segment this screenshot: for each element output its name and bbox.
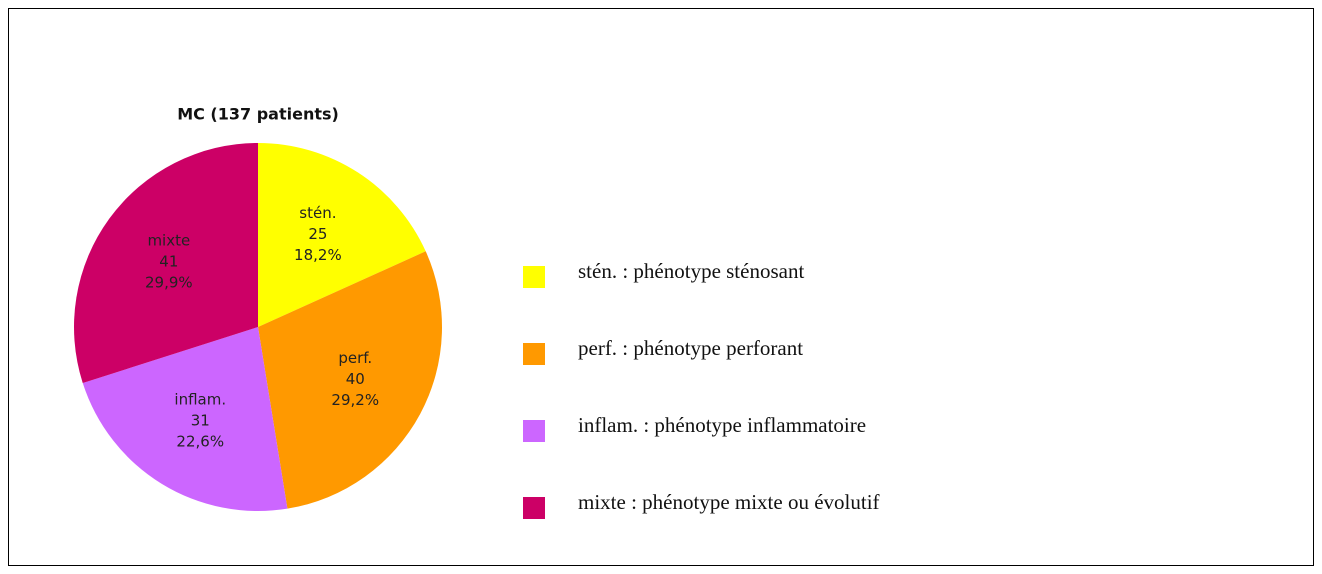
pie-slice	[258, 251, 443, 509]
slice-percentage: 29,2%	[331, 391, 379, 409]
slice-percentage: 18,2%	[294, 246, 342, 264]
legend-label: perf. : phénotype perforant	[578, 336, 803, 360]
slice-value: 40	[346, 370, 365, 388]
legend-swatch	[523, 266, 545, 288]
pie-slice	[82, 327, 288, 511]
slice-value: 25	[308, 225, 327, 243]
legend-label: stén. : phénotype sténosant	[578, 259, 804, 283]
legend-swatch	[523, 420, 545, 442]
slice-percentage: 29,9%	[145, 273, 193, 291]
slice-category: stén.	[299, 204, 336, 222]
slice-percentage: 22,6%	[176, 433, 224, 451]
legend-swatch	[523, 343, 545, 365]
pie-slice	[258, 143, 426, 327]
legend-label: mixte : phénotype mixte ou évolutif	[578, 490, 880, 514]
slice-value: 31	[191, 412, 210, 430]
legend-swatch	[523, 497, 545, 519]
chart-title: MC (137 patients)	[177, 105, 339, 124]
legend-label: inflam. : phénotype inflammatoire	[578, 413, 866, 437]
slice-category: inflam.	[174, 391, 226, 409]
slice-category: mixte	[147, 231, 190, 249]
pie-slice	[73, 143, 258, 384]
slice-value: 41	[159, 252, 178, 270]
slice-category: perf.	[338, 349, 372, 367]
